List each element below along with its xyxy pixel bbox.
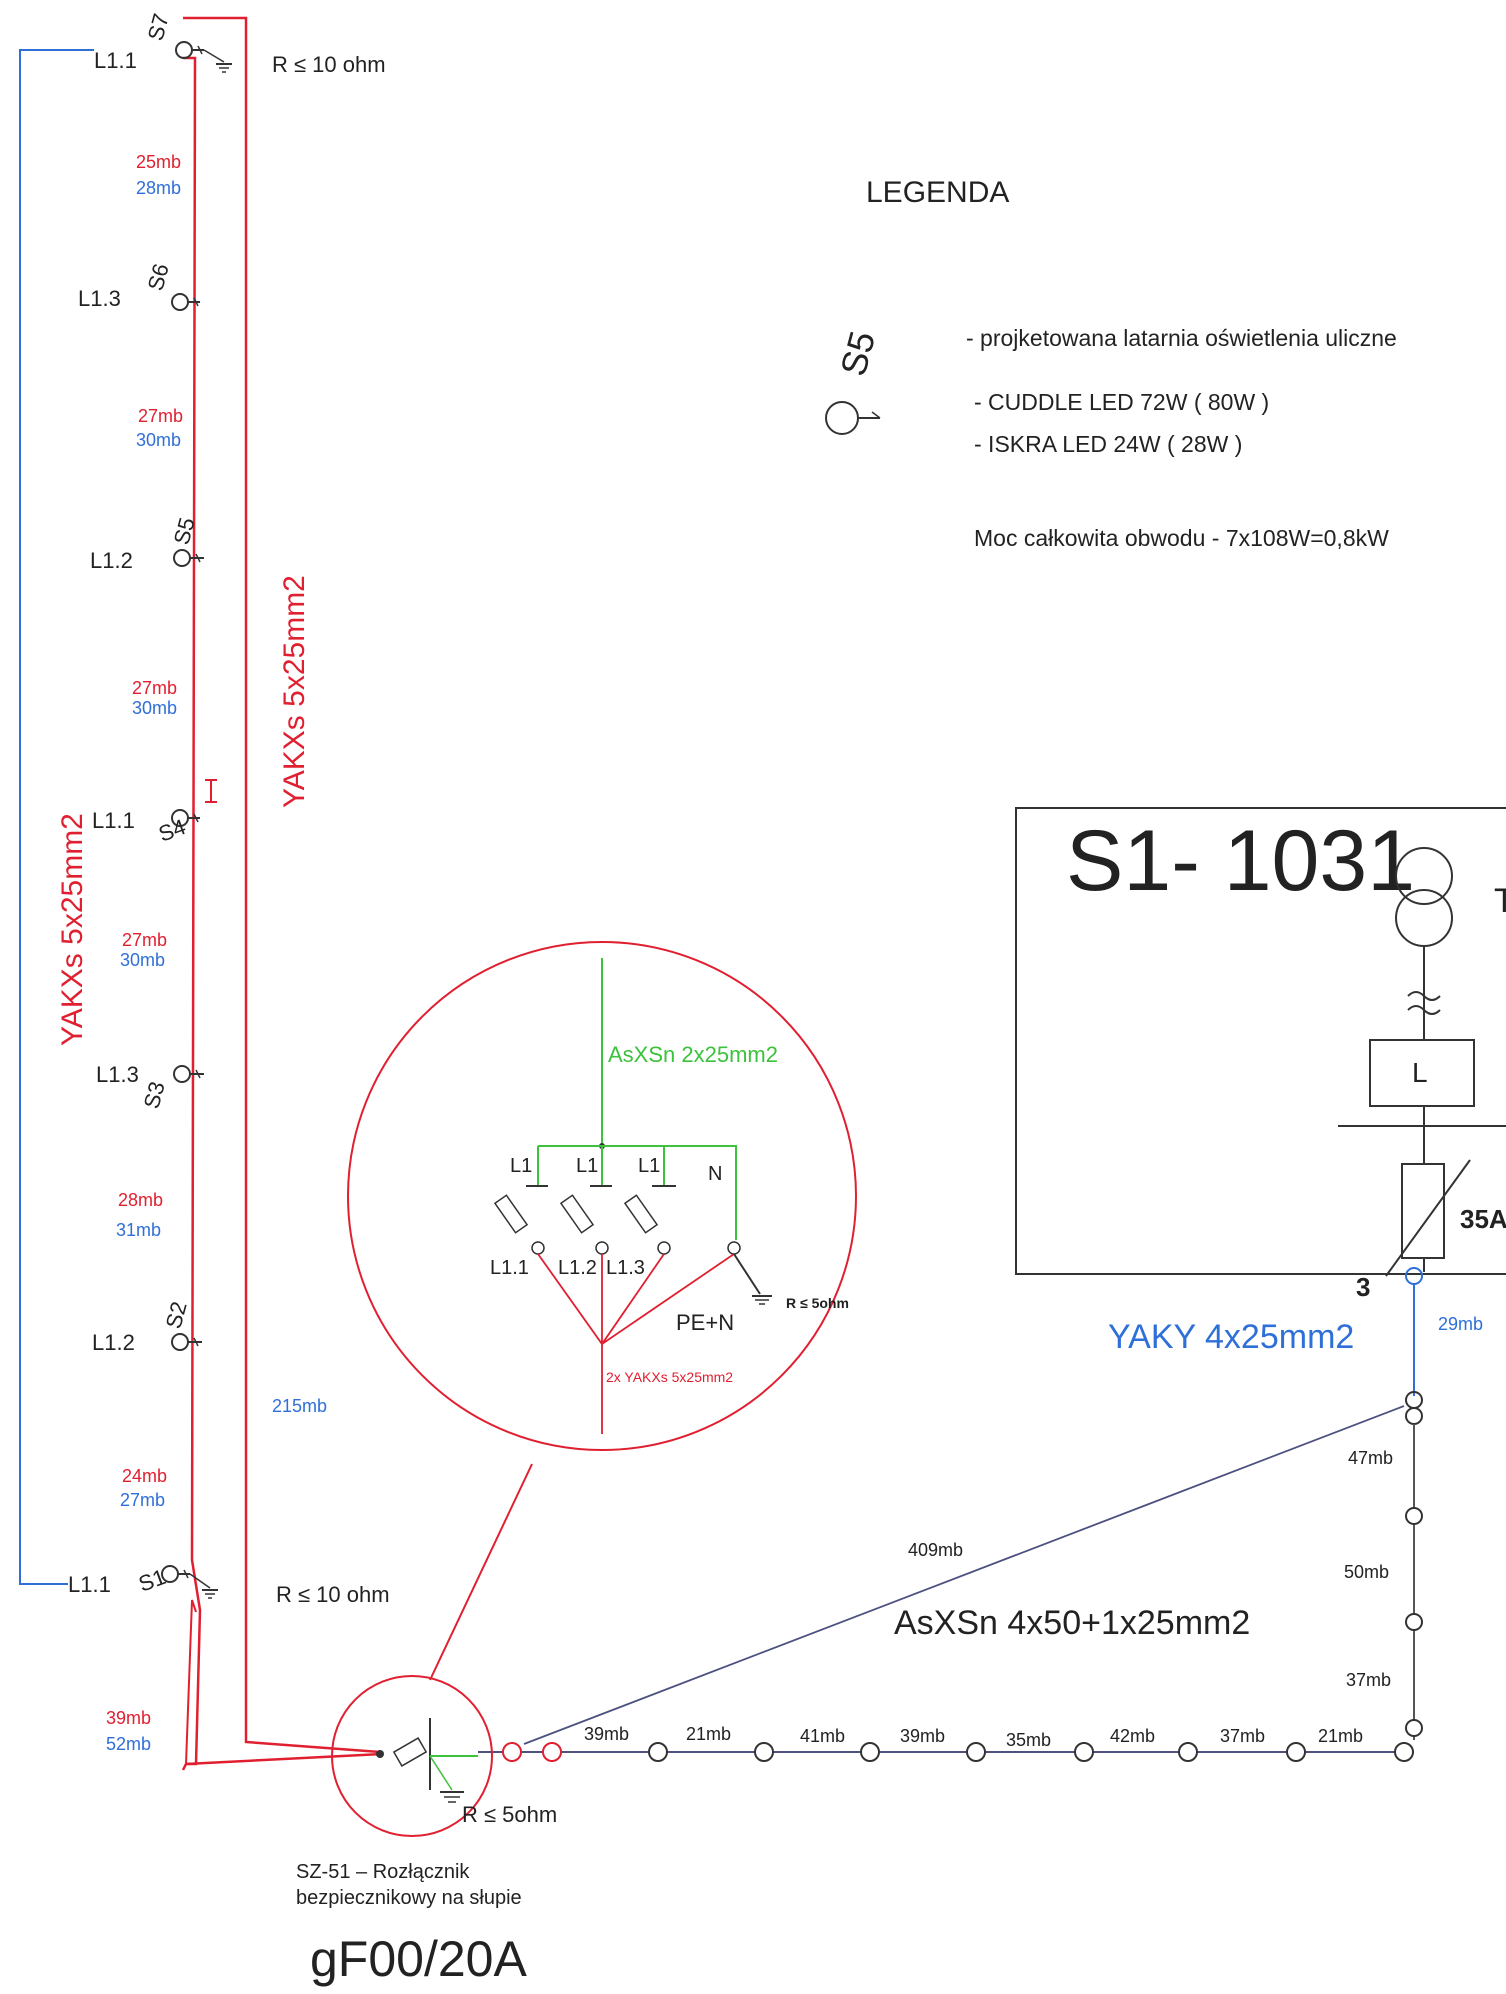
- overhead-length: 409mb: [908, 1540, 963, 1560]
- bottom-span-3: 41mb: [800, 1726, 845, 1746]
- overhead-diagonal: [523, 1405, 1405, 1745]
- transformer-icon: [1395, 847, 1453, 1040]
- station-count: 3: [1356, 1272, 1370, 1302]
- red-cable-loop: [183, 16, 381, 1754]
- span-blue-1: 28mb: [136, 178, 181, 198]
- span-red-7: 39mb: [106, 1708, 151, 1728]
- lamp-icon-s6: [171, 293, 200, 311]
- pole-id-s6: S6: [143, 261, 174, 293]
- span-blue-3: 30mb: [132, 698, 177, 718]
- detail-pen: PE+N: [676, 1310, 734, 1335]
- detail-bottom-cable: 2x YAKXs 5x25mm2: [606, 1369, 733, 1385]
- legend-line-1: - projketowana latarnia oświetlenia ulic…: [966, 325, 1397, 351]
- cable-label-blue: YAKXs 5x25mm2: [56, 813, 89, 1046]
- feed-length: 29mb: [1438, 1314, 1483, 1334]
- span-red-1: 25mb: [136, 152, 181, 172]
- resistance-bottom: R ≤ 10 ohm: [276, 1582, 390, 1607]
- splice-marker: [205, 779, 217, 803]
- switch-resistance: R ≤ 5ohm: [462, 1802, 557, 1827]
- detail-phase-2: L1: [576, 1155, 598, 1177]
- phase-label-s2: L1.2: [92, 1330, 135, 1355]
- total-blue-length: 215mb: [272, 1396, 327, 1416]
- legend-line-2: - CUDDLE LED 72W ( 80W ): [974, 389, 1269, 415]
- span-red-3: 27mb: [132, 678, 177, 698]
- switchgear-line-2: bezpiecznikowy na słupie: [296, 1887, 522, 1909]
- station-l: L: [1412, 1057, 1428, 1088]
- overhead-cable-label: AsXSn 4x50+1x25mm2: [894, 1604, 1250, 1642]
- span-red-2: 27mb: [138, 406, 183, 426]
- pole-id-s2: S2: [161, 1299, 192, 1331]
- phase-label-s4: L1.1: [92, 808, 135, 833]
- pole-id-s4: S4: [155, 814, 189, 847]
- legend-lamp-icon: [825, 401, 881, 435]
- detail-resistance: R ≤ 5ohm: [786, 1295, 849, 1311]
- switchgear-circle: [331, 1675, 493, 1837]
- blue-cable-loop: [19, 49, 94, 1585]
- vertical-span-3: 37mb: [1346, 1670, 1391, 1690]
- station-fuse: 35A: [1460, 1204, 1506, 1234]
- lamp-icon-s3: [173, 1065, 204, 1083]
- vertical-span-2: 50mb: [1344, 1562, 1389, 1582]
- lamp-icon-s7: [175, 41, 232, 73]
- station-l-box: [1369, 1039, 1475, 1107]
- station-box: [1015, 807, 1506, 1275]
- detail-circle: [347, 941, 857, 1451]
- pole-id-s7: S7: [143, 11, 174, 43]
- bottom-span-4: 39mb: [900, 1726, 945, 1746]
- resistance-top: R ≤ 10 ohm: [272, 52, 386, 77]
- phase-label-s6: L1.3: [78, 286, 121, 311]
- feed-cable-label: YAKY 4x25mm2: [1108, 1318, 1354, 1356]
- legend-title: LEGENDA: [866, 176, 1009, 209]
- detail-output-1: L1.1: [490, 1257, 529, 1279]
- span-blue-5: 31mb: [116, 1220, 161, 1240]
- lamp-icon-s2: [171, 1333, 202, 1351]
- switchgear-fuse: gF00/20A: [310, 1931, 527, 1987]
- red-cable-to-switch: [185, 1752, 383, 1766]
- phase-label-s3: L1.3: [96, 1062, 139, 1087]
- cable-label-red: YAKXs 5x25mm2: [278, 575, 311, 808]
- station-name: S1- 1031: [1066, 813, 1415, 909]
- span-red-5: 28mb: [118, 1190, 163, 1210]
- detail-neutral: N: [708, 1163, 722, 1185]
- bottom-span-5: 35mb: [1006, 1730, 1051, 1750]
- ground-icon-switch: [440, 1791, 464, 1803]
- lamp-icon-s1: [161, 1565, 218, 1599]
- span-blue-7: 52mb: [106, 1734, 151, 1754]
- station-t: T: [1494, 882, 1506, 920]
- detail-fuse-icons: [493, 1194, 741, 1255]
- detail-cable: AsXSn 2x25mm2: [608, 1042, 778, 1067]
- span-red-6: 24mb: [122, 1466, 167, 1486]
- red-cable-lower: [185, 1599, 197, 1765]
- detail-output-3: L1.3: [606, 1257, 645, 1279]
- span-blue-4: 30mb: [120, 950, 165, 970]
- bottom-span-7: 37mb: [1220, 1726, 1265, 1746]
- bottom-span-2: 21mb: [686, 1724, 731, 1744]
- lamp-icon-s4: [171, 809, 200, 827]
- switchgear-line-1: SZ-51 – Rozłącznik: [296, 1861, 470, 1883]
- vertical-span-1: 47mb: [1348, 1448, 1393, 1468]
- bottom-span-8: 21mb: [1318, 1726, 1363, 1746]
- span-blue-2: 30mb: [136, 430, 181, 450]
- legend-line-3: - ISKRA LED 24W ( 28W ): [974, 431, 1242, 457]
- span-blue-6: 27mb: [120, 1490, 165, 1510]
- pole-id-s3: S3: [139, 1079, 170, 1111]
- bottom-span-6: 42mb: [1110, 1726, 1155, 1746]
- fuse-slash: [1385, 1159, 1471, 1277]
- phase-label-s7: L1.1: [94, 48, 137, 73]
- legend-symbol-label: S5: [832, 327, 883, 380]
- ground-icon-detail: [752, 1295, 772, 1305]
- legend-power: Moc całkowita obwodu - 7x108W=0,8kW: [974, 525, 1389, 551]
- bottom-span-1: 39mb: [584, 1724, 629, 1744]
- connector-line: [429, 1463, 533, 1681]
- span-red-4: 27mb: [122, 930, 167, 950]
- detail-output-2: L1.2: [558, 1257, 597, 1279]
- phase-label-s5: L1.2: [90, 548, 133, 573]
- phase-label-s1: L1.1: [68, 1572, 111, 1597]
- red-cable-main: [181, 56, 202, 1771]
- lamp-icon-s5: [173, 549, 204, 567]
- detail-phase-3: L1: [638, 1155, 660, 1177]
- detail-phase-1: L1: [510, 1155, 532, 1177]
